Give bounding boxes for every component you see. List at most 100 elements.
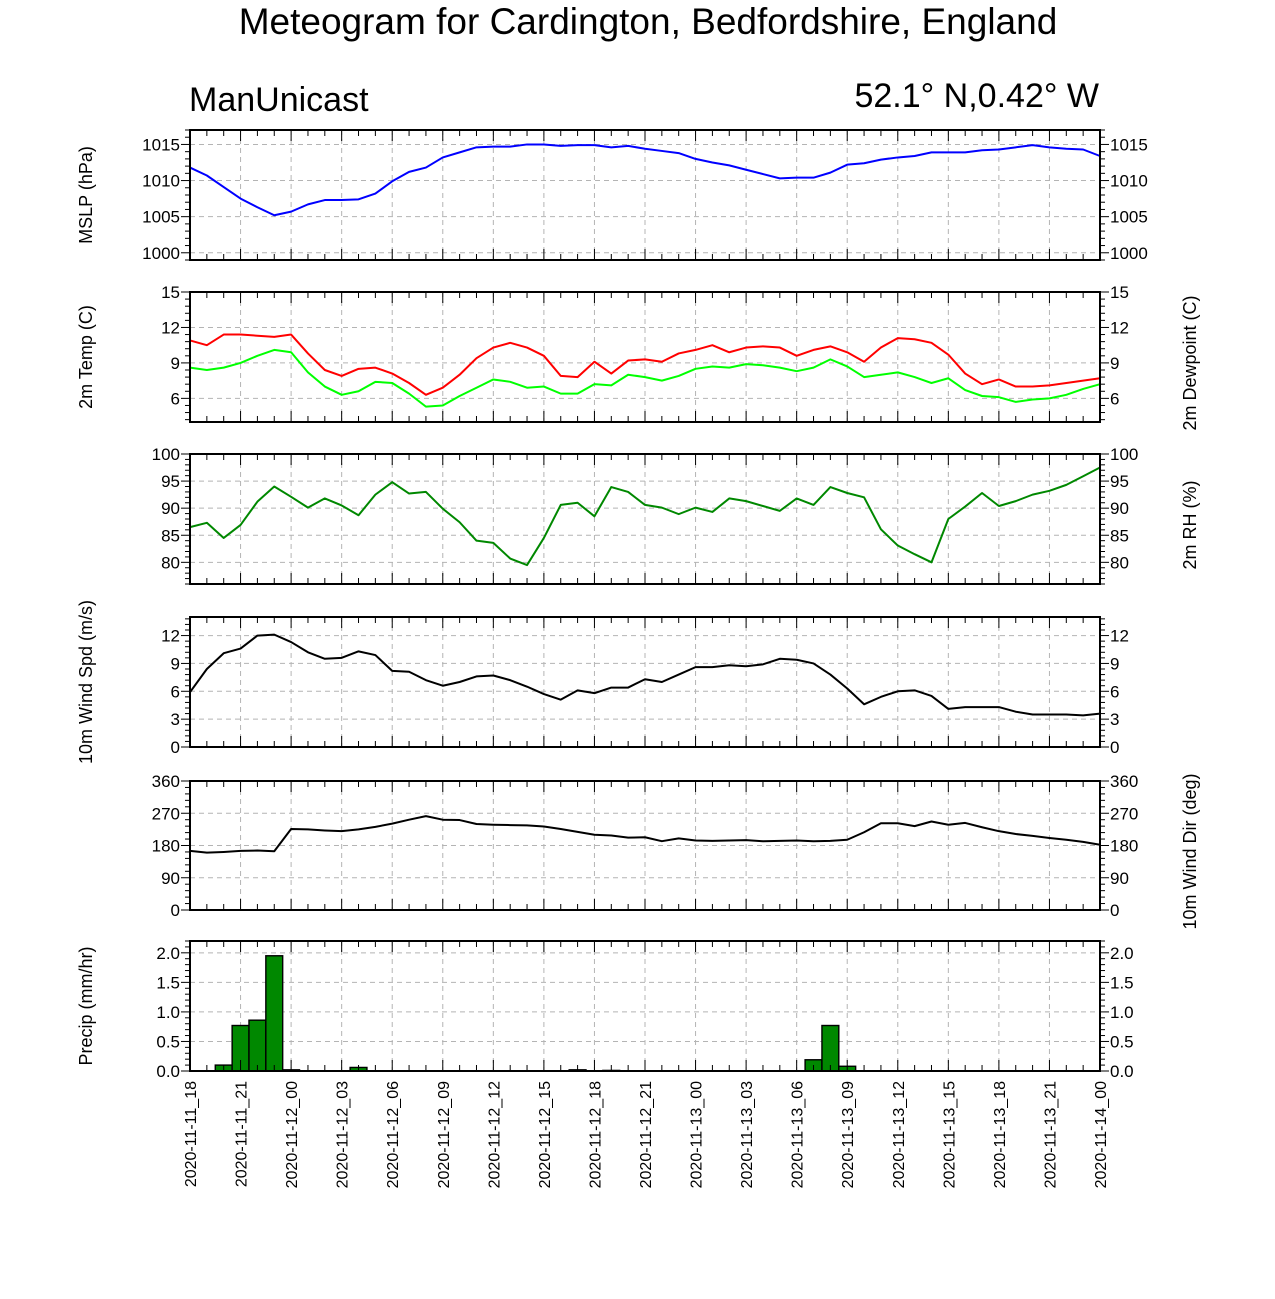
y-tick-label-left: 3 — [171, 710, 180, 729]
x-tick-label: 2020-11-12_06 — [385, 1081, 402, 1188]
y-tick-label-right: 1015 — [1110, 135, 1148, 154]
y-tick-label-right: 9 — [1110, 354, 1119, 373]
temp-series-0 — [189, 333, 1101, 396]
panel-wspd: 0 0 3 3 6 6 9 9 12 12 10m Wind Spd (m/s) — [76, 600, 1129, 764]
y-tick-label-left: 180 — [152, 837, 180, 856]
x-tick-label: 2020-11-12_03 — [335, 1081, 352, 1188]
wdir-series-0 — [189, 815, 1101, 854]
y-axis-label-left: 10m Wind Spd (m/s) — [76, 600, 96, 764]
y-tick-label-right: 180 — [1110, 837, 1138, 856]
y-tick-label-right: 12 — [1110, 318, 1129, 337]
x-tick-label: 2020-11-11_18 — [183, 1081, 200, 1187]
y-tick-label-left: 80 — [161, 553, 180, 572]
x-tick-label: 2020-11-13_09 — [840, 1081, 857, 1188]
x-tick-label: 2020-11-12_00 — [284, 1081, 301, 1188]
y-axis-label-left: MSLP (hPa) — [76, 146, 96, 244]
x-axis: 2020-11-11_18 2020-11-11_21 2020-11-12_00 2… — [183, 1081, 1110, 1188]
panel-temp: 6 6 9 9 12 12 15 15 2m Temp (C) 2m Dewpoint (C) — [76, 283, 1200, 431]
y-tick-label-left: 9 — [171, 354, 180, 373]
y-tick-label-right: 0 — [1110, 901, 1119, 920]
x-tick-label: 2020-11-12_15 — [537, 1081, 554, 1188]
y-tick-label-right: 6 — [1110, 682, 1119, 701]
y-tick-label-left: 9 — [171, 654, 180, 673]
y-tick-label-right: 1005 — [1110, 208, 1148, 227]
y-tick-label-left: 90 — [161, 869, 180, 888]
y-tick-label-left: 85 — [161, 526, 180, 545]
y-tick-label-right: 15 — [1110, 283, 1129, 302]
chart-title: Meteogram for Cardington, Bedfordshire, … — [239, 1, 1058, 42]
y-axis-label-left: Precip (mm/hr) — [76, 946, 96, 1065]
y-tick-label-left: 360 — [152, 772, 180, 791]
y-tick-label-left: 6 — [171, 389, 180, 408]
y-tick-label-right: 90 — [1110, 499, 1129, 518]
y-tick-label-left: 1.5 — [156, 973, 180, 992]
y-tick-label-left: 270 — [152, 804, 180, 823]
y-tick-label-left: 100 — [152, 445, 180, 464]
location-label: 52.1° N,0.42° W — [854, 77, 1099, 115]
y-tick-label-left: 90 — [161, 499, 180, 518]
y-tick-label-left: 12 — [161, 318, 180, 337]
panel-wdir: 0 0 90 90 180 180 270 270 360 360 10m Wind Dir (de… — [152, 772, 1200, 930]
y-tick-label-left: 12 — [161, 627, 180, 646]
y-tick-label-right: 1000 — [1110, 244, 1148, 263]
y-tick-label-right: 12 — [1110, 627, 1129, 646]
x-tick-label: 2020-11-13_06 — [790, 1081, 807, 1188]
y-tick-label-right: 0.0 — [1110, 1062, 1134, 1081]
x-tick-label: 2020-11-13_18 — [992, 1081, 1009, 1188]
y-axis-label-right: 10m Wind Dir (deg) — [1180, 773, 1200, 929]
x-tick-label: 2020-11-11_21 — [234, 1081, 251, 1187]
x-tick-label: 2020-11-13_00 — [689, 1081, 706, 1188]
y-tick-label-left: 0 — [171, 738, 180, 757]
y-tick-label-right: 95 — [1110, 472, 1129, 491]
y-tick-label-left: 1.0 — [156, 1003, 180, 1022]
y-tick-label-left: 0.5 — [156, 1032, 180, 1051]
y-axis-label-right: 2m Dewpoint (C) — [1180, 295, 1200, 430]
panel-rh: 80 80 85 85 90 90 95 95 100 100 2m RH (%) — [152, 445, 1200, 585]
x-tick-label: 2020-11-14_00 — [1093, 1081, 1110, 1188]
x-tick-label: 2020-11-12_21 — [638, 1081, 655, 1188]
x-tick-label: 2020-11-13_21 — [1042, 1081, 1059, 1188]
panel-mslp: 1000 1000 1005 1005 1010 1010 1015 1015 MSLP (hP… — [76, 129, 1148, 263]
y-tick-label-left: 1005 — [142, 208, 180, 227]
y-axis-label-right: 2m RH (%) — [1180, 481, 1200, 570]
precip-bar — [248, 1019, 267, 1072]
x-tick-label: 2020-11-13_03 — [739, 1081, 756, 1188]
y-tick-label-left: 15 — [161, 283, 180, 302]
x-tick-label: 2020-11-12_12 — [486, 1081, 503, 1188]
y-tick-label-right: 85 — [1110, 526, 1129, 545]
panel-precip: 0.0 0.0 0.5 0.5 1.0 1.0 1.5 1.5 2.0 2.0 Precip (mm… — [76, 940, 1134, 1081]
y-tick-label-right: 2.0 — [1110, 944, 1134, 963]
y-axis-label-left: 2m Temp (C) — [76, 305, 96, 409]
model-label: ManUnicast — [189, 81, 369, 119]
y-tick-label-right: 1010 — [1110, 172, 1148, 191]
y-tick-label-left: 6 — [171, 682, 180, 701]
precip-bar — [821, 1024, 840, 1072]
y-tick-label-right: 0 — [1110, 738, 1119, 757]
precip-bar — [265, 955, 284, 1072]
y-tick-label-right: 9 — [1110, 654, 1119, 673]
y-tick-label-left: 2.0 — [156, 944, 180, 963]
y-tick-label-left: 1010 — [142, 172, 180, 191]
y-tick-label-left: 0.0 — [156, 1062, 180, 1081]
wspd-series-0 — [189, 633, 1101, 717]
x-tick-label: 2020-11-13_15 — [941, 1081, 958, 1188]
y-tick-label-right: 80 — [1110, 553, 1129, 572]
y-tick-label-right: 0.5 — [1110, 1032, 1134, 1051]
y-tick-label-right: 100 — [1110, 445, 1138, 464]
y-tick-label-right: 360 — [1110, 772, 1138, 791]
y-tick-label-left: 1000 — [142, 244, 180, 263]
y-tick-label-right: 1.0 — [1110, 1003, 1134, 1022]
x-tick-label: 2020-11-12_18 — [587, 1081, 604, 1188]
y-tick-label-right: 90 — [1110, 869, 1129, 888]
x-tick-label: 2020-11-12_09 — [436, 1081, 453, 1188]
rh-series-0 — [189, 466, 1101, 567]
y-tick-label-left: 95 — [161, 472, 180, 491]
mslp-series-0 — [189, 143, 1101, 217]
y-tick-label-right: 1.5 — [1110, 973, 1134, 992]
y-tick-label-left: 0 — [171, 901, 180, 920]
y-tick-label-right: 3 — [1110, 710, 1119, 729]
y-tick-label-left: 1015 — [142, 135, 180, 154]
y-tick-label-right: 6 — [1110, 389, 1119, 408]
